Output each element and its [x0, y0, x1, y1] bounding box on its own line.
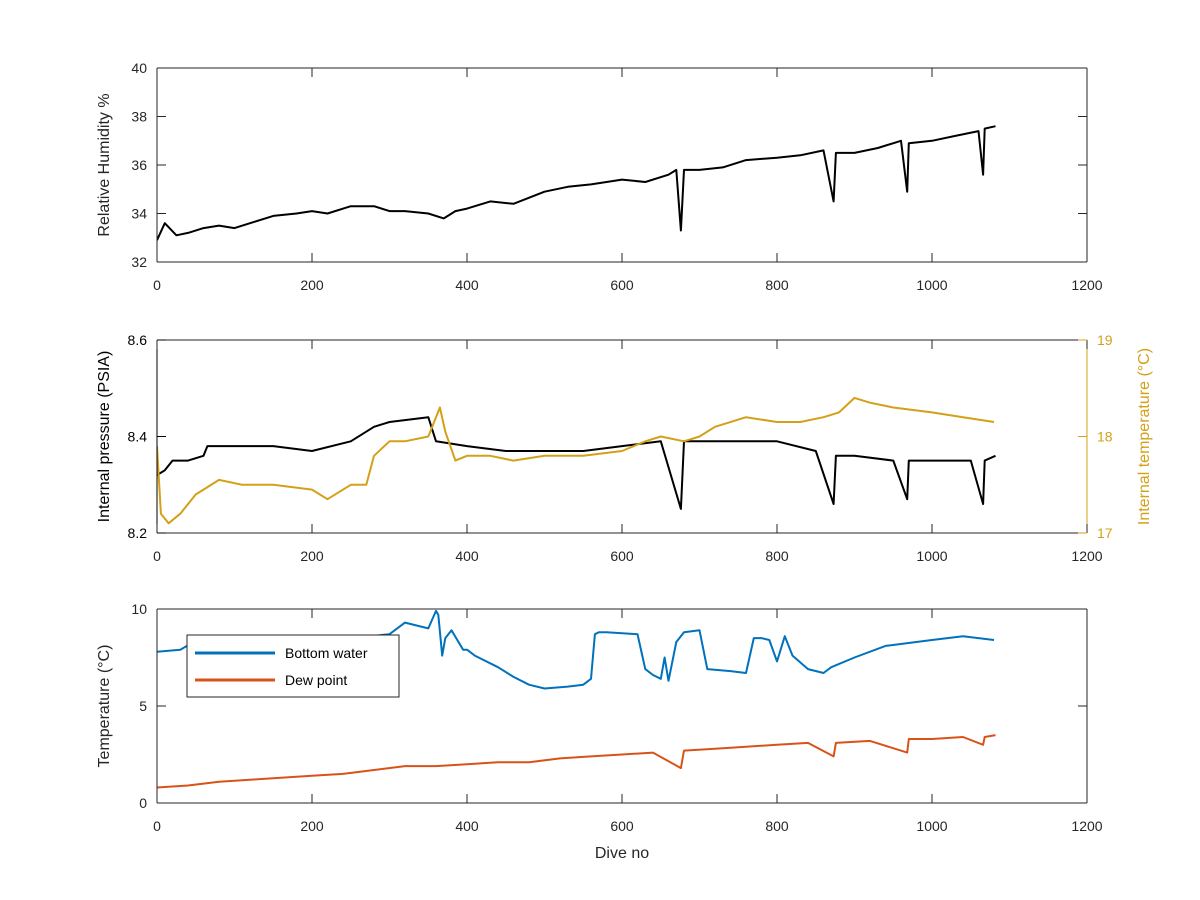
- pressure-y-tick-label: 8.2: [128, 525, 148, 541]
- pressure-y-tick-label: 8.4: [128, 429, 148, 445]
- pressure-y-axis-label: Internal pressure (PSIA): [96, 351, 113, 523]
- pressure-x-tick-label: 1000: [916, 548, 947, 564]
- bottom-water-line: [157, 609, 995, 690]
- humidity-x-tick-label: 200: [300, 277, 324, 293]
- pressure-series-0-line: [157, 416, 996, 510]
- pressure-y-tick-label: 8.6: [128, 332, 148, 348]
- humidity-y-tick-label: 36: [131, 157, 147, 173]
- pressure-plot-area: [157, 340, 1087, 533]
- temperature-x-tick-label: 1000: [916, 818, 947, 834]
- legend: Bottom water Dew point: [186, 634, 400, 698]
- temperature-x-tick-label: 200: [300, 818, 324, 834]
- humidity-x-tick-label: 400: [455, 277, 479, 293]
- pressure-x-tick-label: 400: [455, 548, 479, 564]
- temperature-x-tick-label: 1200: [1071, 818, 1102, 834]
- pressure-right-tick-label: 18: [1097, 429, 1113, 445]
- pressure-x-tick-label: 800: [765, 548, 789, 564]
- humidity-y-tick-label: 34: [131, 206, 147, 222]
- temperature-y-tick-label: 5: [139, 698, 147, 714]
- humidity-series-0-line: [157, 125, 996, 241]
- legend-box: [186, 634, 400, 698]
- pressure-series-1-line: [157, 396, 995, 525]
- humidity-y-axis-label: Relative Humidity %: [96, 93, 113, 236]
- humidity-x-tick-label: 800: [765, 277, 789, 293]
- humidity-panel: 0 200 400 600 800 1000 1200 32 34 36 38 40 Relative …: [96, 60, 1103, 293]
- humidity-x-tick-label: 1000: [916, 277, 947, 293]
- temperature-x-axis-label: Dive no: [595, 845, 649, 862]
- pressure-series-group: [157, 396, 996, 525]
- temperature-x-tick-label: 400: [455, 818, 479, 834]
- temperature-y-tick-label: 0: [139, 795, 147, 811]
- humidity-plot-area: [157, 68, 1087, 262]
- pressure-x-tick-label: 0: [153, 548, 161, 564]
- humidity-y-tick-label: 40: [131, 60, 147, 76]
- humidity-series-group: [157, 125, 996, 241]
- temperature-series-group: [157, 609, 996, 789]
- dew-point-line: [157, 734, 996, 789]
- humidity-x-tick-label: 1200: [1071, 277, 1102, 293]
- humidity-x-tick-label: 0: [153, 277, 161, 293]
- temperature-x-tick-label: 0: [153, 818, 161, 834]
- temperature-y-tick-label: 10: [131, 601, 147, 617]
- pressure-x-tick-label: 200: [300, 548, 324, 564]
- temperature-x-tick-label: 800: [765, 818, 789, 834]
- pressure-x-tick-label: 1200: [1071, 548, 1102, 564]
- humidity-x-tick-label: 600: [610, 277, 634, 293]
- bottom-water-legend-label: Bottom water: [285, 645, 368, 661]
- pressure-temperature-panel: 0 200 400 600 800 1000 1200 8.2 8.4 8.6 17 18 19 Inte…: [96, 332, 1153, 564]
- dew-point-legend-label: Dew point: [285, 672, 347, 688]
- humidity-y-tick-label: 32: [131, 254, 147, 270]
- temperature-panel: 0 200 400 600 800 1000 1200 0 5 10 Temperature (°C…: [96, 601, 1103, 862]
- pressure-right-tick-label: 17: [1097, 525, 1113, 541]
- temperature-x-tick-label: 600: [610, 818, 634, 834]
- pressure-x-tick-label: 600: [610, 548, 634, 564]
- pressure-right-axis-label: Internal temperature (°C): [1136, 348, 1153, 525]
- humidity-y-tick-label: 38: [131, 109, 147, 125]
- temperature-y-axis-label: Temperature (°C): [96, 645, 113, 768]
- pressure-right-tick-label: 19: [1097, 332, 1113, 348]
